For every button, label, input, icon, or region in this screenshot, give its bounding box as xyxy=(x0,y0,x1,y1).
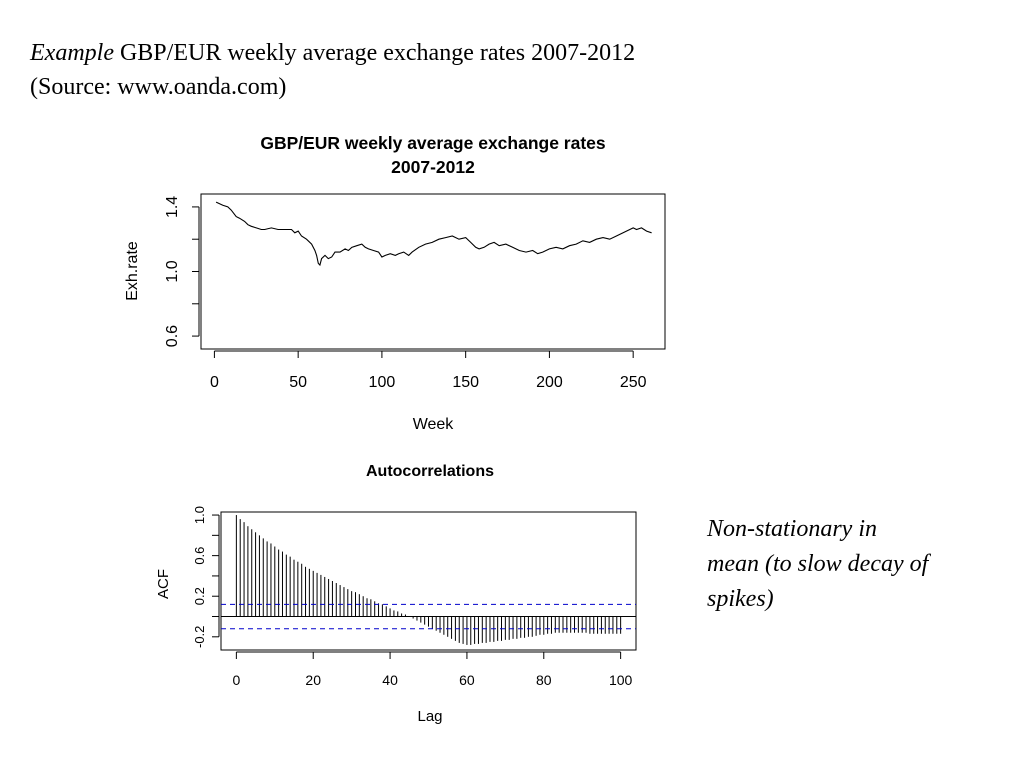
chart1-title-line1: GBP/EUR weekly average exchange rates xyxy=(260,133,606,153)
chart2-x-tick-label: 100 xyxy=(609,672,633,688)
chart2-y-tick-label: -0.2 xyxy=(192,626,207,648)
chart2-y-axis: -0.2 0.2 0.6 1.0 xyxy=(192,506,220,648)
chart2-x-tick-label: 20 xyxy=(305,672,321,688)
heading-line-1-rest: GBP/EUR weekly average exchange rates 20… xyxy=(113,40,636,66)
chart1-plot-frame xyxy=(200,193,666,350)
note-line-3: spikes) xyxy=(707,586,774,612)
chart2-title: Autocorrelations xyxy=(366,463,494,480)
acf-spikes xyxy=(235,515,622,645)
chart2-y-tick-label: 0.6 xyxy=(192,547,207,565)
chart1-x-tick-label: 50 xyxy=(289,374,307,391)
heading-line-2: (Source: www.oanda.com) xyxy=(30,74,287,100)
chart2-y-tick-label: 1.0 xyxy=(192,506,207,524)
note-line-1: Non-stationary in xyxy=(707,516,878,542)
acf-chart: Autocorrelations 0 20 40 60 80 100 -0.2 0.2 0.6… xyxy=(155,463,637,725)
chart1-x-tick-label: 150 xyxy=(452,374,479,391)
chart2-y-tick-label: 0.2 xyxy=(192,587,207,605)
exchange-rate-chart: GBP/EUR weekly average exchange rates 20… xyxy=(124,133,666,433)
chart2-x-axis-label: Lag xyxy=(417,708,442,725)
note-line-2: mean (to slow decay of xyxy=(707,551,929,577)
chart1-y-tick-label: 1.4 xyxy=(164,196,181,218)
chart1-x-tick-label: 200 xyxy=(536,374,563,391)
chart1-x-axis-label: Week xyxy=(413,416,455,433)
exchange-rate-series-line xyxy=(215,201,652,267)
chart2-y-axis-label: ACF xyxy=(155,569,172,599)
heading-example-word: Example xyxy=(30,40,114,66)
chart2-plot-frame xyxy=(220,511,637,651)
chart2-x-tick-label: 40 xyxy=(382,672,398,688)
chart1-x-tick-label: 0 xyxy=(210,374,219,391)
chart2-x-tick-label: 0 xyxy=(232,672,240,688)
chart1-y-tick-label: 1.0 xyxy=(164,260,181,282)
chart1-y-axis-label: Exh.rate xyxy=(124,241,141,301)
slide-heading: Example GBP/EUR weekly average exchange … xyxy=(30,36,635,104)
chart1-title-line2: 2007-2012 xyxy=(391,157,475,177)
heading-line-1: Example GBP/EUR weekly average exchange … xyxy=(30,36,635,70)
chart1-y-tick-label: 0.6 xyxy=(164,325,181,347)
chart1-y-axis: 0.6 1.0 1.4 xyxy=(164,196,200,347)
chart2-x-axis: 0 20 40 60 80 100 xyxy=(232,651,633,688)
chart1-x-tick-label: 100 xyxy=(369,374,396,391)
annotation-note: Non-stationary in mean (to slow decay of… xyxy=(707,512,1007,617)
chart2-x-tick-label: 60 xyxy=(459,672,475,688)
chart1-x-tick-label: 250 xyxy=(620,374,647,391)
chart2-x-tick-label: 80 xyxy=(536,672,552,688)
chart1-x-axis: 0 50 100 150 200 250 xyxy=(210,350,647,391)
